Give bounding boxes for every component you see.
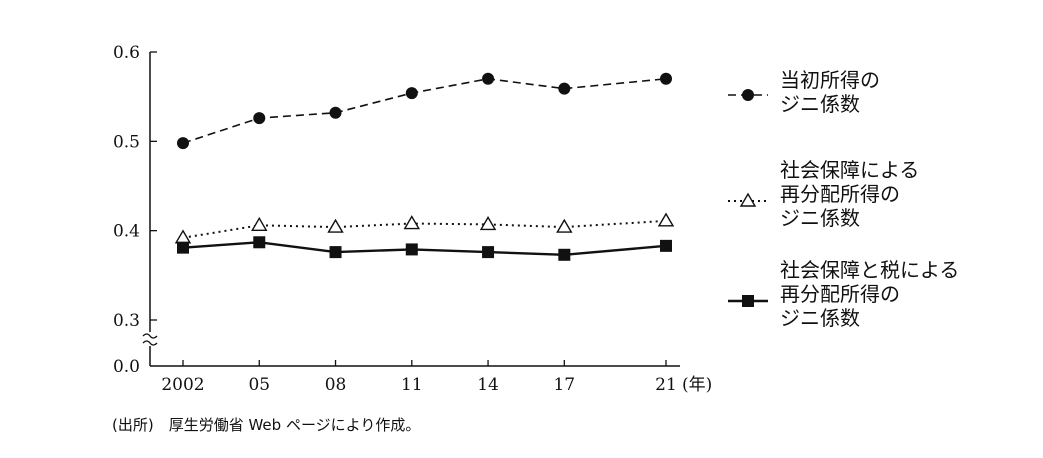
source-note: (出所) 厚生労働省 Web ページにより作成。 [112,416,421,434]
x-tick-label: 2002 [161,375,204,395]
data-point-circle [660,72,672,85]
data-point-square [558,248,571,261]
legend-label: 当初所得の [780,68,880,92]
data-point-square [253,236,266,249]
legend-label: ジニ係数 [780,92,860,116]
data-point-circle [177,137,189,150]
x-tick-label: 17 [553,375,575,395]
series-3 [177,236,672,261]
data-point-circle [482,72,495,85]
x-axis-unit: (年) [682,375,712,395]
data-point-square [177,241,189,254]
series-line [182,77,667,144]
series-1 [177,72,672,150]
data-point-triangle [403,215,421,230]
series-layer [174,72,675,261]
legend-label: 再分配所得の [780,182,900,206]
data-point-square [405,243,418,256]
legend-label: ジニ係数 [780,206,860,230]
data-point-triangle [479,216,497,231]
x-tick-label: 11 [401,375,423,395]
x-tick-label: 05 [248,375,270,395]
legend-label: ジニ係数 [780,306,860,330]
legend: 当初所得のジニ係数社会保障による再分配所得のジニ係数社会保障と税による再分配所得… [728,68,959,330]
data-point-triangle [327,218,344,233]
data-point-circle [405,87,418,100]
legend-label: 社会保障による [780,158,919,182]
data-point-triangle [174,229,192,244]
axis-break-mark [142,340,158,346]
x-tick-label: 14 [477,375,499,395]
data-point-circle [742,89,754,101]
y-tick-label: 0.3 [113,311,140,331]
data-point-square [742,295,754,307]
data-point-circle [329,106,342,119]
x-tick-label: 08 [325,375,347,395]
data-point-triangle [739,192,757,207]
axis-break-mark [142,333,158,339]
data-point-triangle [556,218,573,233]
legend-label: 社会保障と税による [780,258,959,282]
data-point-square [482,246,495,259]
data-point-square [660,239,672,252]
data-point-triangle [251,216,268,232]
data-point-triangle [657,212,675,227]
series-2 [174,212,675,244]
y-tick-label: 0.0 [113,357,140,377]
data-point-square [329,246,342,259]
axes: 0.6 0.5 0.4 0.3 0.0 2002 05 08 11 14 17 21 (年) [113,43,712,395]
y-tick-label: 0.4 [113,222,140,242]
data-point-circle [558,82,571,95]
y-tick-label: 0.6 [113,43,140,63]
x-tick-label: 21 [655,375,677,395]
y-tick-label: 0.5 [113,132,140,152]
legend-label: 再分配所得の [780,282,900,306]
data-point-circle [253,112,266,125]
